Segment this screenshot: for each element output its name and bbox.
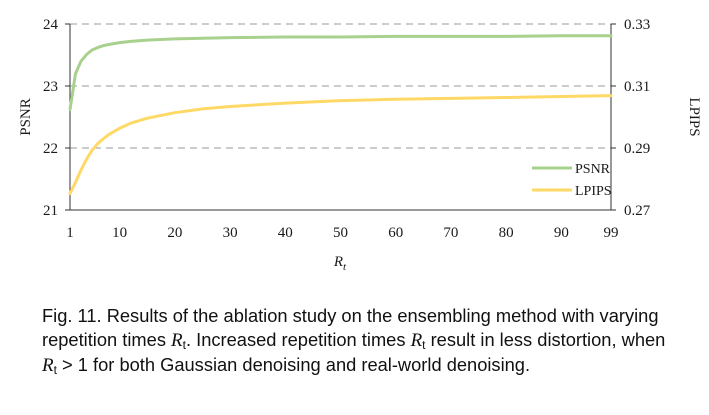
x-tick-label: 80 (499, 225, 514, 241)
y-right-tick-label: 0.29 (624, 141, 650, 157)
x-tick-label: 40 (278, 225, 293, 241)
legend-label-psnr: PSNR (575, 162, 611, 177)
series-line-psnr (68, 34, 613, 112)
caption-var-t-2: t (422, 338, 426, 352)
y-right-tick-label: 0.31 (624, 79, 650, 95)
y-left-tick-label: 24 (43, 17, 59, 33)
series-line-lpips (68, 94, 613, 196)
figure-caption: Fig. 11. Results of the ablation study o… (42, 304, 682, 378)
caption-text-1: Fig. 11. Results of the ablation study o… (42, 305, 659, 350)
caption-text-5: for both Gaussian denoising and real-wor… (87, 354, 531, 375)
y-right-tick-label: 0.27 (624, 203, 651, 219)
x-tick-label: 20 (167, 225, 182, 241)
caption-var-r-2: R (410, 330, 423, 351)
x-tick-label: 10 (112, 225, 127, 241)
x-tick-label: 90 (554, 225, 569, 241)
caption-text-4: > 1 (56, 354, 88, 375)
caption-var-r-3: R (42, 355, 54, 376)
caption-var-t-3: t (53, 363, 57, 377)
y-left-tick-label: 23 (43, 79, 58, 95)
y-left-tick-label: 21 (43, 203, 58, 219)
y-right-tick-label: 0.33 (624, 17, 650, 33)
caption-text-2: . Increased repetition times (186, 329, 411, 350)
y-axis-right-title: LPIPS (686, 97, 702, 136)
y-left-tick-label: 22 (43, 141, 58, 157)
x-tick-label: 50 (333, 225, 348, 241)
x-tick-label: 70 (443, 225, 458, 241)
line-chart: 21 22 23 24 0.27 0.29 0.31 0.33 1 10 20 30 40 50 60 70 8… (18, 17, 702, 273)
x-tick-label: 60 (388, 225, 403, 241)
x-tick-label: 30 (223, 225, 238, 241)
y-axis-left-title: PSNR (18, 98, 34, 136)
caption-text-3: result in less distortion, when (425, 329, 666, 350)
x-axis-title: Rt (333, 254, 347, 273)
chart-area: 21 22 23 24 0.27 0.29 0.31 0.33 1 10 20 30 40 50 60 70 8… (18, 17, 702, 273)
x-tick-label: 1 (66, 225, 74, 241)
caption-var-t: t (182, 338, 186, 352)
x-tick-label: 99 (604, 225, 619, 241)
caption-var-r: R (171, 330, 183, 351)
legend-label-lpips: LPIPS (575, 184, 612, 199)
